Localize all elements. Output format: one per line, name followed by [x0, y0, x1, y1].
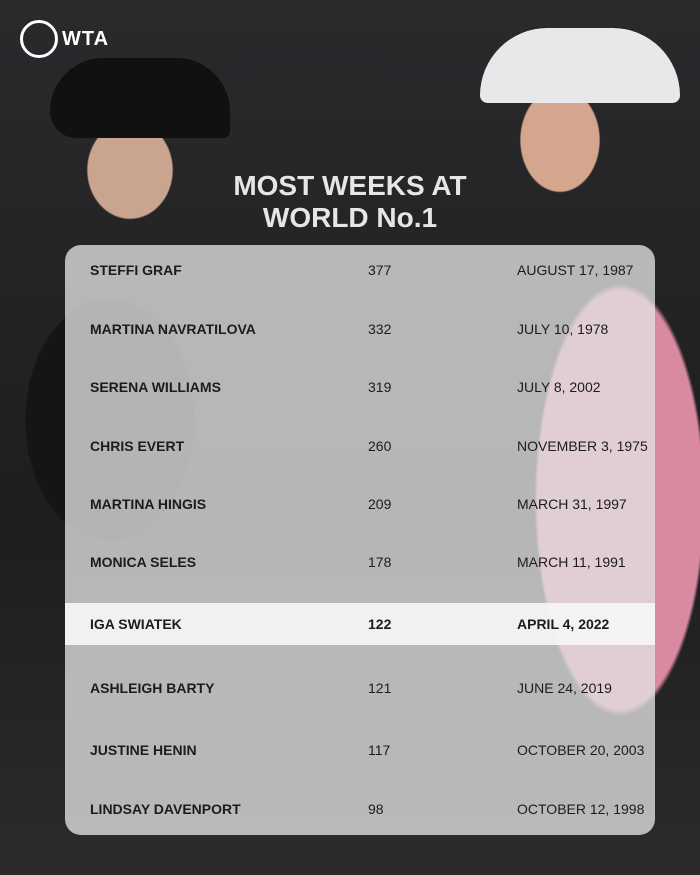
first-date: AUGUST 17, 1987 [517, 262, 634, 278]
first-date: MARCH 31, 1997 [517, 496, 627, 512]
table-row: MARTINA NAVRATILOVA 332 JULY 10, 1978 [65, 308, 655, 350]
weeks-count: 332 [368, 321, 392, 337]
table-row: LINDSAY DAVENPORT 98 OCTOBER 12, 1998 [65, 788, 655, 830]
table-row: SERENA WILLIAMS 319 JULY 8, 2002 [65, 366, 655, 408]
table-row: MARTINA HINGIS 209 MARCH 31, 1997 [65, 483, 655, 525]
table-row: JUSTINE HENIN 117 OCTOBER 20, 2003 [65, 729, 655, 771]
player-name: LINDSAY DAVENPORT [90, 801, 241, 817]
player-name: STEFFI GRAF [90, 262, 182, 278]
table-row: MONICA SELES 178 MARCH 11, 1991 [65, 541, 655, 583]
player-name: IGA SWIATEK [90, 616, 182, 632]
title-line-1: MOST WEEKS AT [233, 170, 467, 201]
first-date: NOVEMBER 3, 1975 [517, 438, 648, 454]
weeks-count: 209 [368, 496, 392, 512]
player-name: CHRIS EVERT [90, 438, 185, 454]
weeks-count: 260 [368, 438, 392, 454]
player-name: MARTINA NAVRATILOVA [90, 321, 256, 337]
weeks-count: 377 [368, 262, 392, 278]
first-date: OCTOBER 12, 1998 [517, 801, 645, 817]
player-cap-white [480, 28, 680, 103]
rankings-table: STEFFI GRAF 377 AUGUST 17, 1987 MARTINA NAV… [65, 245, 655, 835]
first-date: JUNE 24, 2019 [517, 680, 612, 696]
table-row: IGA SWIATEK 122 APRIL 4, 2022 [65, 603, 655, 645]
logo-text: WTA [62, 27, 110, 50]
player-name: ASHLEIGH BARTY [90, 680, 215, 696]
player-name: MONICA SELES [90, 554, 197, 570]
weeks-count: 117 [368, 742, 391, 758]
table-row: ASHLEIGH BARTY 121 JUNE 24, 2019 [65, 667, 655, 709]
page-title: MOST WEEKS AT WORLD No.1 [0, 170, 700, 234]
player-name: SERENA WILLIAMS [90, 379, 221, 395]
title-line-2: WORLD No.1 [262, 202, 438, 233]
first-date: OCTOBER 20, 2003 [517, 742, 645, 758]
wta-logo: WTA [20, 20, 109, 58]
weeks-count: 178 [368, 554, 392, 570]
weeks-count: 121 [368, 680, 392, 696]
first-date: MARCH 11, 1991 [517, 554, 626, 570]
player-cap-black [50, 58, 230, 138]
weeks-count: 319 [368, 379, 392, 395]
table-row: CHRIS EVERT 260 NOVEMBER 3, 1975 [65, 425, 655, 467]
first-date: JULY 8, 2002 [517, 379, 601, 395]
player-name: MARTINA HINGIS [90, 496, 207, 512]
player-name: JUSTINE HENIN [90, 742, 197, 758]
weeks-count: 122 [368, 616, 392, 632]
first-date: APRIL 4, 2022 [517, 616, 610, 632]
weeks-count: 98 [368, 801, 384, 817]
table-row: STEFFI GRAF 377 AUGUST 17, 1987 [65, 249, 655, 291]
wta-logo-icon [20, 20, 58, 58]
first-date: JULY 10, 1978 [517, 321, 609, 337]
